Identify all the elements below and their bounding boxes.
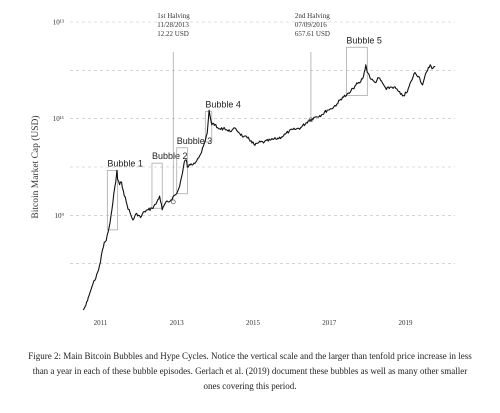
halving-label: 07/09/2016: [295, 21, 327, 29]
x-tick-label: 2013: [170, 319, 185, 327]
halving-label: 1st Halving: [157, 12, 190, 20]
y-tick-label: 10¹³: [53, 19, 64, 27]
bubble-label: Bubble 2: [152, 151, 188, 161]
bitcoin-market-cap-chart: Bubble 1 Bubble 2 Bubble 3 Bubble 4 Bubble 5…: [30, 12, 455, 327]
x-tick-label: 2017: [322, 319, 337, 327]
x-tick-label: 2015: [246, 319, 261, 327]
halving-label: 12.22 USD: [157, 30, 189, 38]
bubble-label: Bubble 4: [205, 100, 241, 110]
market-cap-line: [82, 64, 436, 311]
x-tick-label: 2011: [94, 319, 108, 327]
bubble-box: [151, 162, 163, 209]
y-tick-label: 10⁹: [55, 212, 65, 220]
halving-label: 2nd Halving: [295, 12, 330, 20]
bubble-label: Bubble 1: [107, 158, 143, 168]
y-axis-label: Bitcoin Market Cap (USD): [30, 115, 41, 218]
x-tick-label: 2019: [398, 319, 413, 327]
bubble-box: [106, 170, 119, 231]
figure: Bubble 1 Bubble 2 Bubble 3 Bubble 4 Bubble 5…: [30, 12, 455, 327]
y-tick-label: 10¹¹: [53, 115, 64, 123]
bubble-box: [176, 147, 188, 195]
bubble-label: Bubble 3: [177, 136, 213, 146]
halving-label: 657.61 USD: [295, 30, 330, 38]
bubble-label: Bubble 5: [346, 35, 382, 45]
halving-marker: [170, 199, 176, 205]
halving-label: 11/28/2013: [157, 21, 189, 29]
figure-caption: Figure 2: Main Bitcoin Bubbles and Hype …: [28, 351, 472, 391]
